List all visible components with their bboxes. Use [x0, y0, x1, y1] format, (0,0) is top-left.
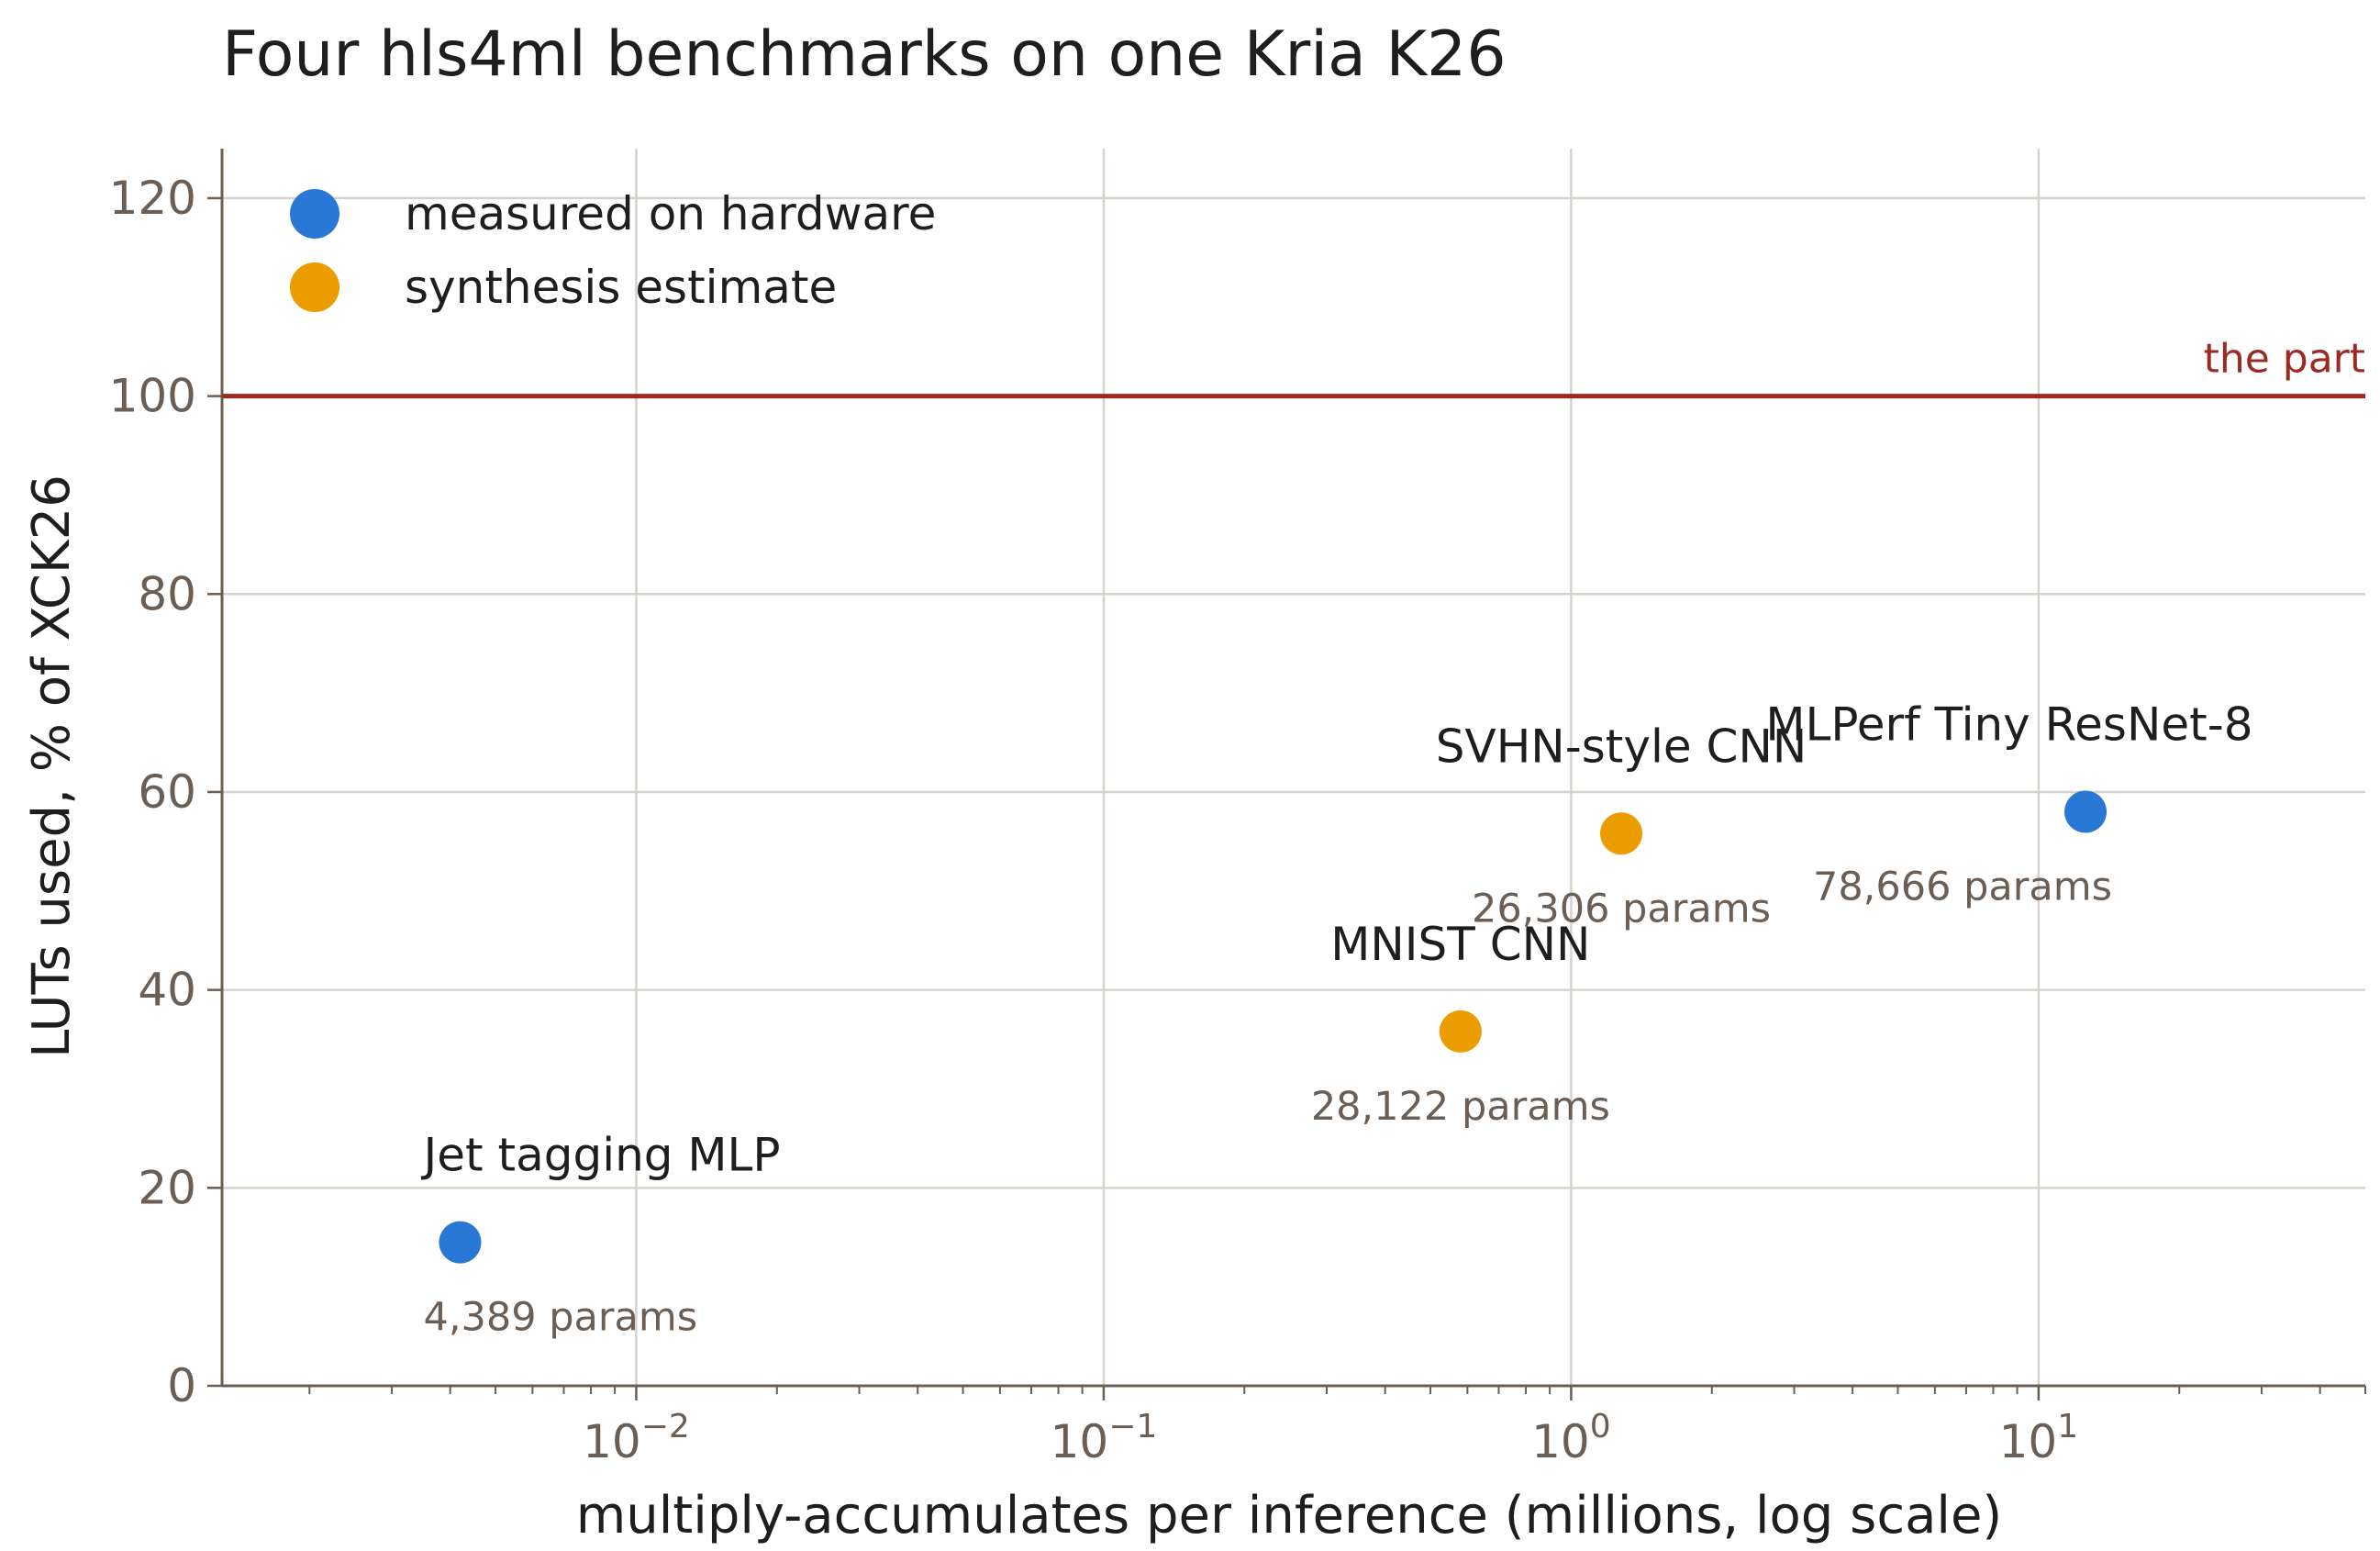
x-axis-label: multiply-accumulates per inference (mill… — [576, 1486, 2003, 1545]
point-name-label: SVHN-style CNN — [1436, 720, 1807, 773]
data-point — [2064, 790, 2108, 833]
point-labels: Jet tagging MLP 4,389 params MNIST CNN 28,1… — [420, 698, 2252, 1341]
legend-entry-label: measured on hardware — [405, 187, 936, 240]
legend-entry-label: synthesis estimate — [405, 261, 837, 314]
y-tick-label: 60 — [138, 765, 196, 819]
y-tick-label: 120 — [109, 172, 196, 225]
point-params-label: 78,666 params — [1813, 865, 2112, 910]
grid-lines — [222, 149, 2365, 1388]
data-point — [1439, 1010, 1482, 1053]
reference-line-label: the part — [2204, 336, 2365, 383]
data-point — [1600, 812, 1643, 855]
y-tick-label: 0 — [167, 1359, 196, 1412]
y-tick-label: 40 — [138, 964, 196, 1017]
axes: 0 20 40 60 80 100 120 10−2 10−1 100 101 — [109, 149, 2366, 1468]
y-axis-label: LUTs used, % of XCK26 — [22, 474, 82, 1058]
point-params-label: 4,389 params — [423, 1295, 697, 1341]
point-name-label: Jet tagging MLP — [420, 1129, 780, 1182]
legend: measured on hardware synthesis estimate — [290, 187, 936, 314]
x-tick-label: 10−2 — [583, 1408, 690, 1468]
reference-line-group: the part — [222, 336, 2365, 399]
x-tick-label: 10−1 — [1051, 1408, 1158, 1468]
y-tick-label: 80 — [138, 567, 196, 620]
y-tick-label: 20 — [138, 1161, 196, 1214]
point-params-label: 26,306 params — [1472, 886, 1771, 932]
data-point — [439, 1221, 482, 1264]
chart-title: Four hls4ml benchmarks on one Kria K26 — [222, 18, 1507, 91]
y-tick-label: 100 — [109, 370, 196, 423]
x-tick-label: 101 — [1999, 1408, 2079, 1468]
x-tick-label: 100 — [1531, 1408, 1611, 1468]
data-points — [439, 790, 2108, 1264]
point-params-label: 28,122 params — [1311, 1084, 1610, 1130]
legend-marker — [290, 189, 339, 239]
point-name-label: MLPerf Tiny ResNet-8 — [1765, 698, 2252, 752]
point-name-label: MNIST CNN — [1330, 918, 1590, 971]
legend-marker — [290, 262, 339, 312]
